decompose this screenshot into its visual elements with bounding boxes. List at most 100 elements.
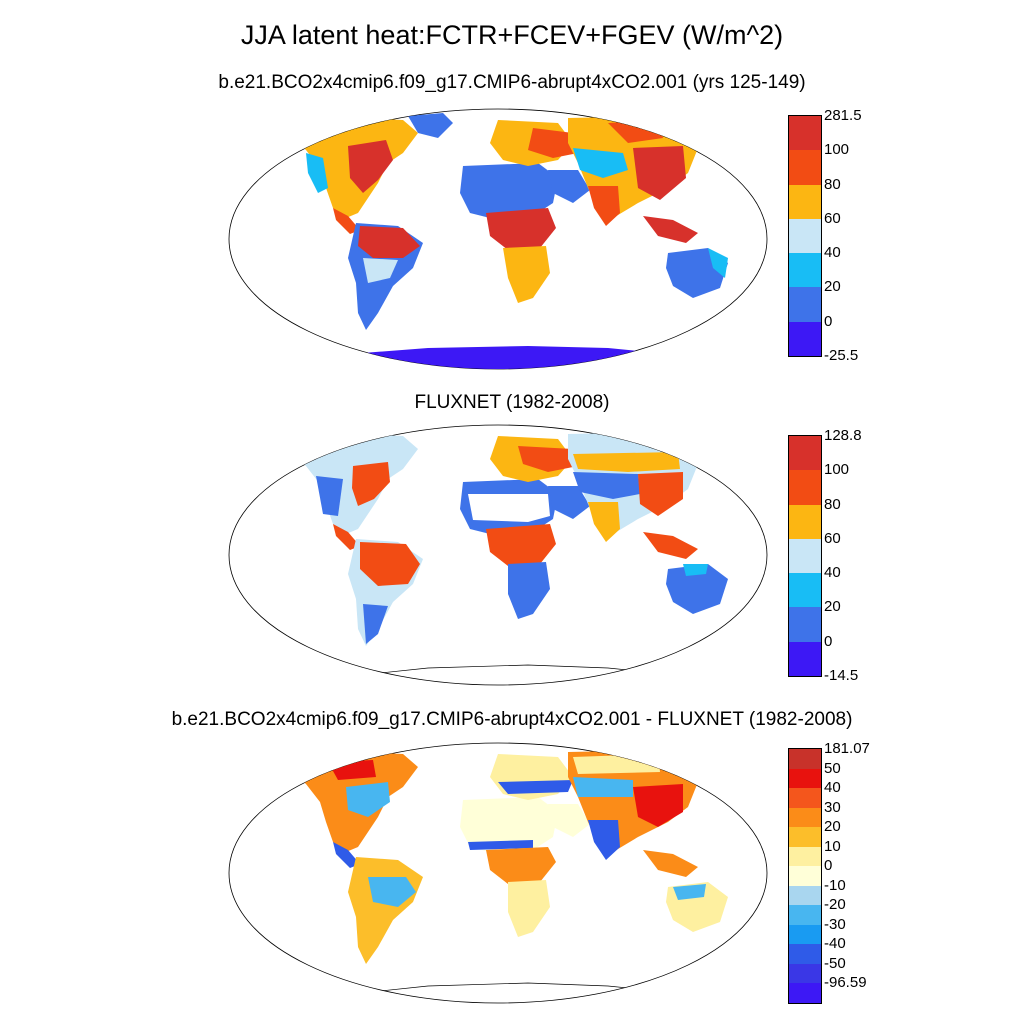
colorbar-label: 0 <box>824 632 833 650</box>
africa-south-land <box>508 880 550 937</box>
europe-east-warm <box>518 446 578 472</box>
amazon-diff <box>368 877 416 907</box>
colorbar-label: -25.5 <box>824 347 859 364</box>
colorbar-swatch <box>789 436 821 471</box>
colorbar-swatch <box>789 116 821 151</box>
africa-north-land <box>460 797 558 854</box>
colorbar-swatch <box>789 470 821 506</box>
colorbar-label: 181.07 <box>824 740 870 757</box>
africa-central-land <box>486 847 556 884</box>
colorbar-label: 100 <box>824 141 850 159</box>
arabia-land <box>548 170 590 203</box>
colorbar-swatch <box>789 788 821 809</box>
colorbar-swatch <box>789 905 821 926</box>
colorbar-swatch <box>789 218 821 254</box>
colorbar-swatch <box>789 150 821 186</box>
colorbar-swatch <box>789 749 821 770</box>
australia-north <box>683 564 708 576</box>
colorbar-label: 0 <box>824 857 833 875</box>
amazon-land <box>360 542 420 586</box>
panel-1-map <box>228 108 768 370</box>
colorbar-swatch <box>789 607 821 643</box>
colorbar-label: -30 <box>824 915 846 933</box>
colorbar-label: 281.5 <box>824 107 862 124</box>
panel-3-subtitle: b.e21.BCO2x4cmip6.f09_g17.CMIP6-abrupt4x… <box>171 709 853 730</box>
colorbar-label: -40 <box>824 935 846 953</box>
amazon-land <box>358 226 420 258</box>
east-asia-warm <box>633 146 686 200</box>
colorbar-label: -14.5 <box>824 667 859 684</box>
east-asia-diff <box>633 784 683 827</box>
colorbar-label: 20 <box>824 598 841 616</box>
colorbar-label: 80 <box>824 175 841 193</box>
north-america-east-warm <box>348 140 393 193</box>
central-asia-dry <box>573 148 628 178</box>
colorbar-swatch <box>789 924 821 945</box>
africa-central-land <box>486 208 556 250</box>
figure-title: JJA latent heat:FCTR+FCEV+FGEV (W/m^2) <box>240 20 784 50</box>
colorbar-swatch <box>789 321 821 357</box>
panel-1-colorbar <box>788 115 822 357</box>
australia-north-diff <box>673 884 706 900</box>
north-america-west-dry <box>316 476 343 516</box>
colorbar-swatch <box>789 253 821 288</box>
southeast-asia-land <box>643 532 698 559</box>
southeast-asia-land <box>643 216 698 243</box>
panel-2-subtitle: FLUXNET (1982-2008) <box>414 392 610 413</box>
colorbar-swatch <box>789 184 821 220</box>
australia-land <box>666 564 728 614</box>
colorbar-label: 20 <box>824 278 841 296</box>
central-america-land <box>333 524 360 550</box>
colorbar-label: 60 <box>824 209 841 227</box>
colorbar-swatch <box>789 287 821 323</box>
asia-mid-band <box>573 452 680 472</box>
colorbar-label: 30 <box>824 798 841 816</box>
panel-3-map <box>228 742 768 1004</box>
central-asia-diff <box>573 777 633 797</box>
colorbar-swatch <box>789 768 821 789</box>
central-america-land <box>333 208 360 234</box>
greenland-land <box>408 113 453 138</box>
africa-south-land <box>503 246 550 303</box>
east-asia-warm <box>638 472 683 516</box>
europe-band-diff <box>498 780 573 794</box>
colorbar-swatch <box>789 944 821 965</box>
colorbar-label: 100 <box>824 461 850 479</box>
colorbar-label: -50 <box>824 954 846 972</box>
africa-north-land <box>460 163 558 220</box>
panel-2-colorbar <box>788 435 822 677</box>
colorbar-label: 0 <box>824 312 833 330</box>
south-america-mid <box>363 258 398 283</box>
india-land <box>588 502 620 542</box>
colorbar-swatch <box>789 504 821 540</box>
india-land <box>588 186 620 226</box>
north-america-west-dry <box>306 153 328 193</box>
colorbar-swatch <box>789 846 821 867</box>
europe-east-warm <box>528 128 578 158</box>
colorbar-label: 80 <box>824 495 841 513</box>
colorbar-label: 40 <box>824 779 841 797</box>
colorbar-label: -96.59 <box>824 974 867 992</box>
colorbar-swatch <box>789 641 821 677</box>
colorbar-label: 60 <box>824 529 841 547</box>
sahara-nodata <box>468 494 550 522</box>
colorbar-label: 20 <box>824 818 841 836</box>
south-america-south <box>363 604 388 644</box>
australia-east-wet <box>708 248 728 278</box>
colorbar-label: -10 <box>824 876 846 894</box>
asia-north-diff <box>573 754 660 774</box>
colorbar-swatch <box>789 827 821 848</box>
colorbar-swatch <box>789 885 821 906</box>
colorbar-swatch <box>789 866 821 887</box>
africa-central-land <box>486 524 556 566</box>
colorbar-label: 10 <box>824 837 841 855</box>
colorbar-label: 50 <box>824 759 841 777</box>
africa-south-land <box>508 562 550 619</box>
colorbar-swatch <box>789 573 821 608</box>
sahel-band <box>468 840 533 850</box>
colorbar-swatch <box>789 963 821 984</box>
colorbar-swatch <box>789 807 821 828</box>
colorbar-label: 128.8 <box>824 427 862 444</box>
arabia-land <box>548 486 590 519</box>
colorbar-label: -20 <box>824 896 846 914</box>
